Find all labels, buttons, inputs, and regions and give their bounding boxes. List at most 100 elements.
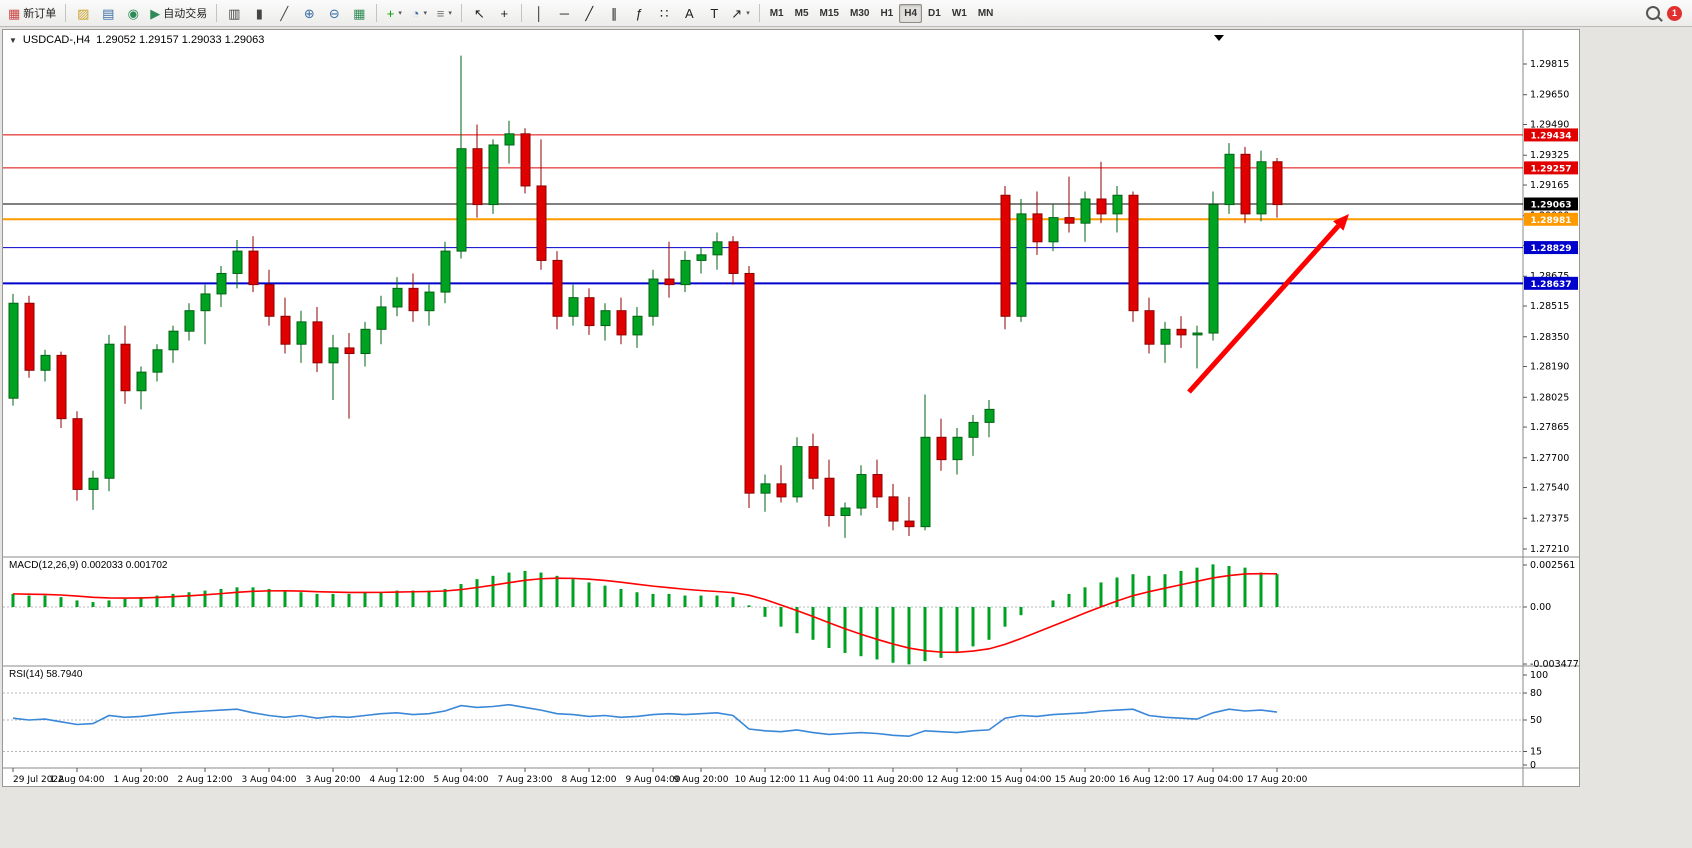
channel-icon[interactable]: ∥ <box>602 2 626 24</box>
candle-body <box>1192 332 1203 336</box>
crosshair-icon[interactable]: + <box>492 2 516 24</box>
price-tag-label: 1.28829 <box>1531 244 1572 254</box>
zoom-in-icon[interactable]: ⊕ <box>297 2 321 24</box>
candle-body <box>504 133 515 146</box>
candle-body <box>936 436 947 461</box>
rsi-axis-label: 0 <box>1530 760 1536 771</box>
timeframe-m5[interactable]: M5 <box>790 4 814 23</box>
text-icon[interactable]: A <box>677 2 701 24</box>
notification-badge[interactable]: 1 <box>1667 5 1682 21</box>
data-window-icon[interactable]: ◉ <box>121 2 145 24</box>
candle-body <box>1176 328 1187 336</box>
templates-icon[interactable]: ≡ ▾ <box>432 2 456 24</box>
candle-body <box>328 347 339 364</box>
timeframe-m1[interactable]: M1 <box>765 4 789 23</box>
candle-body <box>1160 328 1171 345</box>
shapes-icon[interactable]: ∷ <box>652 2 676 24</box>
timeframe-m15[interactable]: M15 <box>815 4 844 23</box>
text-icon: A <box>684 5 694 21</box>
rsi-axis-label: 15 <box>1530 747 1542 758</box>
zoom-in-icon: ⊕ <box>303 5 315 21</box>
candle-body <box>72 418 83 490</box>
macd-axis-label: -0.003477 <box>1530 659 1579 670</box>
candle-body <box>488 144 499 206</box>
search-icon[interactable] <box>1646 6 1660 20</box>
candle-body <box>88 477 99 490</box>
candle-body <box>984 408 995 423</box>
candle-body <box>264 284 275 317</box>
timeframe-mn[interactable]: MN <box>973 4 999 23</box>
candle-body <box>776 483 787 498</box>
rsi-axis-label: 100 <box>1530 670 1548 681</box>
candle-body <box>600 310 611 327</box>
profiles-icon[interactable]: ▤ <box>96 2 120 24</box>
candle-body <box>664 278 675 286</box>
time-axis-label: 17 Aug 04:00 <box>1183 775 1244 785</box>
candle-body <box>136 371 147 392</box>
arrow-tool-icon: ↗ <box>731 5 743 21</box>
candle-body <box>216 272 227 295</box>
price-axis-label: 1.27540 <box>1530 483 1569 494</box>
candle-body <box>1032 213 1043 243</box>
timeframe-d1[interactable]: D1 <box>923 4 946 23</box>
bar-chart-mode-icon[interactable]: ▥ <box>222 2 246 24</box>
trendline-icon: ╱ <box>585 5 594 21</box>
candle-body <box>360 328 371 355</box>
candle-body <box>440 250 451 293</box>
time-axis-label: 4 Aug 12:00 <box>370 775 425 785</box>
horizontal-line-icon[interactable]: ─ <box>552 2 576 24</box>
periods-icon[interactable]: ◔ ▾ <box>407 2 431 24</box>
timeframe-m30[interactable]: M30 <box>845 4 874 23</box>
auto-trading-icon: ▶ <box>150 5 161 21</box>
timeframe-w1[interactable]: W1 <box>947 4 972 23</box>
vertical-line-icon[interactable]: │ <box>527 2 551 24</box>
candlestick-mode-icon[interactable]: ▮ <box>247 2 271 24</box>
candle-body <box>744 272 755 494</box>
candle-body <box>312 321 323 364</box>
shapes-icon: ∷ <box>660 5 669 21</box>
candle-body <box>760 483 771 494</box>
fibonacci-icon: ƒ <box>635 5 643 21</box>
time-axis-label: 2 Aug 12:00 <box>178 775 233 785</box>
candle-body <box>1048 217 1059 243</box>
tile-windows-icon: ▦ <box>353 5 366 21</box>
time-axis-label: 15 Aug 20:00 <box>1055 775 1116 785</box>
candle-body <box>648 278 659 317</box>
new-chart-icon[interactable]: ▨ <box>71 2 95 24</box>
line-chart-mode-icon[interactable]: ╱ <box>272 2 296 24</box>
time-axis-label: 9 Aug 04:00 <box>626 775 681 785</box>
price-tag <box>1524 128 1578 142</box>
trend-arrow-line <box>1187 224 1341 394</box>
candle-body <box>1208 204 1219 334</box>
timeframe-h4[interactable]: H4 <box>899 3 923 23</box>
candle-body <box>1224 153 1235 206</box>
cursor-icon: ↖ <box>473 5 485 21</box>
chart-canvas[interactable]: 1.29815 1.29650 1.29490 1.29325 1.29165 1.290… <box>3 30 1579 786</box>
candle-body <box>1240 153 1251 215</box>
trendline-icon[interactable]: ╱ <box>577 2 601 24</box>
tile-windows-icon[interactable]: ▦ <box>347 2 371 24</box>
new-order-icon: ▦ <box>8 5 21 21</box>
indicators-icon[interactable]: + ▾ <box>382 2 406 24</box>
fibonacci-icon[interactable]: ƒ <box>627 2 651 24</box>
arrow-tool-icon[interactable]: ↗ ▾ <box>727 2 753 24</box>
toolbar-separator <box>376 4 378 22</box>
macd-indicator-label: MACD(12,26,9) 0.002033 0.001702 <box>9 560 168 571</box>
cursor-icon[interactable]: ↖ <box>467 2 491 24</box>
time-axis-label: 1 Aug 04:00 <box>50 775 105 785</box>
horizontal-line-icon: ─ <box>559 5 569 21</box>
zoom-out-icon[interactable]: ⊖ <box>322 2 346 24</box>
price-axis-label: 1.27865 <box>1530 422 1569 433</box>
zoom-out-icon: ⊖ <box>328 5 340 21</box>
vertical-line-icon: │ <box>535 5 544 21</box>
time-axis-label: 15 Aug 04:00 <box>991 775 1052 785</box>
candle-body <box>808 446 819 479</box>
candle-body <box>712 241 723 256</box>
timeframe-h1[interactable]: H1 <box>875 4 898 23</box>
auto-trading-button-label: 自动交易 <box>163 8 208 20</box>
candle-body <box>872 474 883 498</box>
new-order-button[interactable]: ▦ 新订单 <box>4 2 60 24</box>
auto-trading-button[interactable]: ▶ 自动交易 <box>146 2 211 24</box>
candle-body <box>200 293 211 312</box>
text-label-icon[interactable]: T <box>702 2 726 24</box>
